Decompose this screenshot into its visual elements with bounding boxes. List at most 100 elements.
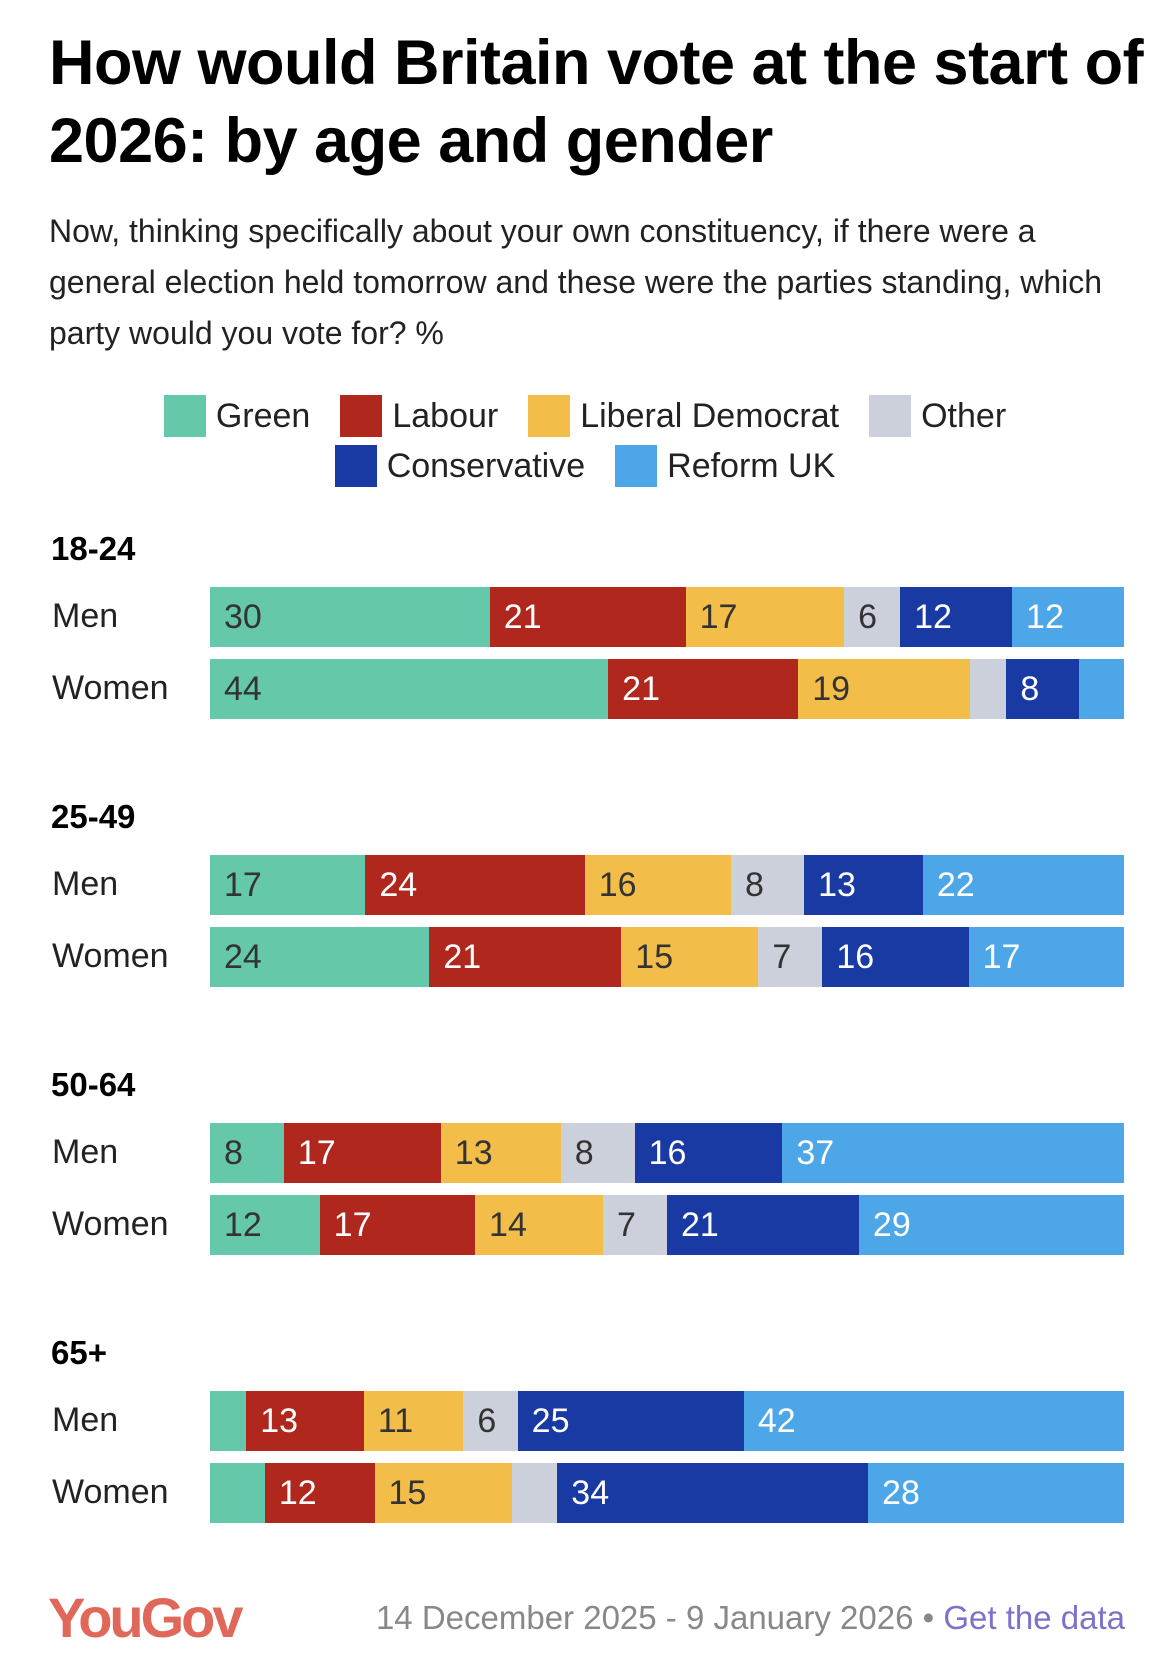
data-label: 42	[757, 1402, 796, 1440]
bar-segment-conservative: 13	[804, 855, 923, 915]
bar-segment-green: 12	[210, 1195, 320, 1255]
bar-segment-reform-uk	[1078, 659, 1124, 719]
bar-segment-labour: 21	[489, 587, 686, 647]
legend-item: Labour	[340, 395, 498, 437]
bar-segment-other: 7	[603, 1195, 667, 1255]
bar-segment-green	[210, 1463, 265, 1523]
data-label: 8	[744, 866, 764, 904]
stacked-bar: 8 17 13 8 16 37	[210, 1123, 1124, 1183]
legend-item: Other	[869, 395, 1006, 437]
bar-segment-liberal-democrat: 17	[685, 587, 845, 647]
legend-label: Other	[921, 396, 1007, 435]
data-label: 8	[1020, 670, 1040, 708]
row-label: Men	[52, 865, 119, 903]
legend-swatch	[615, 445, 658, 487]
stacked-bar: 30 21 17 6 12 12	[210, 587, 1124, 647]
data-label: 29	[872, 1206, 911, 1244]
legend-swatch	[163, 395, 206, 437]
bar-segment-green: 17	[210, 855, 366, 915]
data-label: 30	[224, 598, 262, 636]
legend-swatch	[334, 445, 377, 487]
stacked-bar: 12 17 14 7 21 29	[210, 1195, 1124, 1255]
data-label: 28	[882, 1474, 920, 1512]
data-label: 12	[278, 1474, 317, 1512]
row-label: Men	[52, 1401, 119, 1439]
legend-item: Green	[163, 395, 310, 437]
data-label: 8	[224, 1134, 243, 1172]
legend-row-2: Conservative Reform UK	[0, 445, 1170, 487]
bar-segment-liberal-democrat: 15	[374, 1463, 512, 1523]
data-label: 6	[858, 598, 878, 636]
bar-segment-other: 6	[463, 1391, 518, 1451]
bar-segment-green: 24	[210, 927, 430, 987]
data-label: 15	[635, 938, 674, 976]
data-label: 13	[454, 1134, 493, 1172]
row-label: Women	[52, 937, 169, 975]
legend-label: Reform UK	[667, 446, 836, 485]
data-label: 22	[936, 866, 975, 904]
data-label: 21	[622, 670, 660, 708]
data-label: 21	[680, 1206, 719, 1244]
group-heading: 18-24	[51, 530, 136, 567]
data-label: 15	[388, 1474, 427, 1512]
data-label: 13	[818, 866, 856, 904]
data-label: 24	[224, 938, 262, 976]
bar-segment-reform-uk: 42	[743, 1391, 1124, 1451]
data-label: 7	[772, 938, 792, 976]
bar-segment-other: 6	[844, 587, 901, 647]
row-label: Men	[52, 1133, 119, 1171]
bar-segment-other: 8	[730, 855, 805, 915]
data-label: 11	[377, 1402, 414, 1440]
data-label: 25	[531, 1402, 570, 1440]
separator: •	[913, 1599, 944, 1636]
bar-segment-conservative: 8	[1006, 659, 1079, 719]
data-label: 17	[297, 1134, 336, 1172]
bar-segment-reform-uk: 17	[968, 927, 1124, 987]
bar-segment-conservative: 16	[634, 1123, 783, 1183]
data-label: 8	[574, 1134, 594, 1172]
stacked-bar: 44 21 19 8	[210, 659, 1124, 719]
bar-segment-conservative: 21	[666, 1195, 859, 1255]
row-label: Men	[52, 597, 119, 635]
data-label: 17	[699, 598, 738, 636]
bar-segment-liberal-democrat: 19	[798, 659, 971, 719]
group-heading: 50-64	[51, 1066, 136, 1103]
data-label: 12	[1026, 598, 1064, 636]
chart-title: How would Britain vote at the start of 2…	[49, 28, 1144, 176]
bar-segment-other	[970, 659, 1007, 719]
data-label: 21	[443, 938, 482, 976]
get-data-link[interactable]: Get the data	[943, 1599, 1125, 1636]
stacked-bar: 12 15 34 28	[210, 1463, 1124, 1523]
stacked-bar: 24 21 15 7 16 17	[210, 927, 1124, 987]
bar-segment-other	[511, 1463, 558, 1523]
chart-subtitle: Now, thinking specifically about your ow…	[49, 213, 1103, 351]
stacked-bar: 17 24 16 8 13 22	[210, 855, 1124, 915]
legend-label: Labour	[392, 396, 499, 435]
bar-segment-liberal-democrat: 13	[440, 1123, 561, 1183]
bar-segment-reform-uk: 37	[782, 1123, 1124, 1183]
group-heading: 65+	[51, 1334, 107, 1371]
legend-label: Liberal Democrat	[580, 396, 840, 435]
footer-text: 14 December 2025 - 9 January 2026 • Get …	[376, 1599, 1125, 1637]
data-label: 37	[796, 1134, 835, 1172]
footer: YouGov 14 December 2025 - 9 January 2026…	[0, 1585, 1170, 1649]
bar-segment-labour: 12	[264, 1463, 375, 1523]
bar-segment-other: 7	[758, 927, 823, 987]
legend-item: Liberal Democrat	[528, 395, 839, 437]
bar-segment-labour: 17	[283, 1123, 441, 1183]
bar-segment-green	[210, 1391, 247, 1451]
bar-segment-liberal-democrat: 16	[584, 855, 731, 915]
bar-segment-liberal-democrat: 11	[363, 1391, 464, 1451]
data-label: 44	[224, 670, 262, 708]
bar-segment-conservative: 16	[822, 927, 969, 987]
bar-segment-liberal-democrat: 14	[475, 1195, 603, 1255]
data-label: 34	[571, 1474, 610, 1512]
date-range: 14 December 2025 - 9 January 2026	[375, 1599, 914, 1636]
legend-label: Conservative	[386, 446, 586, 485]
bar-segment-labour: 21	[608, 659, 799, 719]
data-label: 12	[914, 598, 952, 636]
data-label: 14	[489, 1206, 527, 1244]
bar-segment-other: 8	[560, 1123, 635, 1183]
legend-swatch	[528, 395, 571, 437]
